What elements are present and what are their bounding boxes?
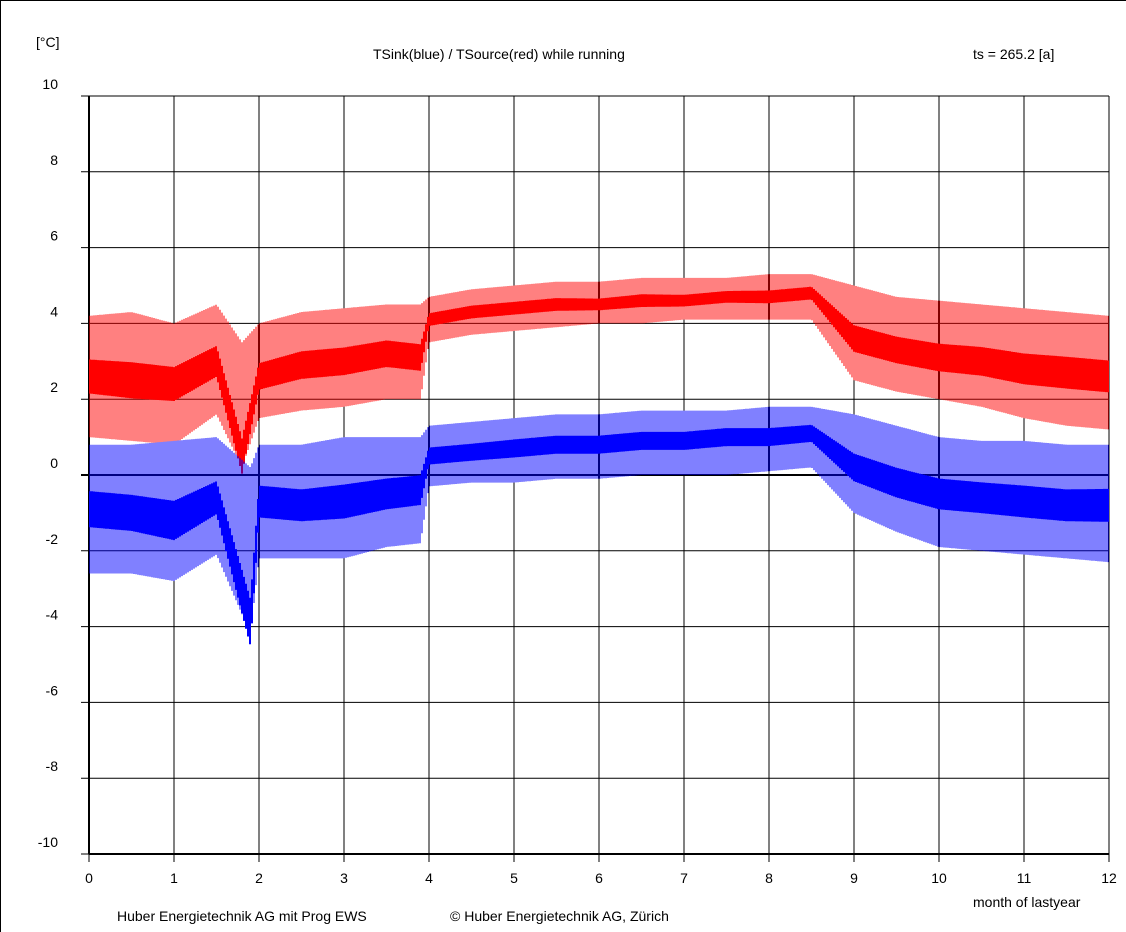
x-tick-label: 6 (595, 870, 603, 886)
y-tick-label: -6 (46, 682, 59, 698)
axis-layer (88, 853, 1110, 862)
series-tsink (89, 406, 1109, 645)
y-tick-label: 4 (50, 303, 58, 319)
y-tick-label: -10 (38, 834, 58, 850)
chart-title: TSink(blue) / TSource(red) while running (373, 46, 625, 62)
y-tick-label: 8 (50, 152, 58, 168)
x-axis-label: month of lastyear (973, 894, 1081, 910)
timestep-label: ts = 265.2 [a] (973, 46, 1055, 62)
series-tsource (89, 274, 1109, 474)
y-tick-label: 6 (50, 228, 58, 244)
x-tick-label: 9 (850, 870, 858, 886)
y-unit-label: [°C] (36, 34, 60, 50)
x-tick-label: 1 (170, 870, 178, 886)
series-layer (89, 274, 1109, 645)
x-tick-label: 4 (425, 870, 433, 886)
credit-left: Huber Energietechnik AG mit Prog EWS (117, 908, 367, 924)
y-tick-label: -8 (46, 758, 59, 774)
y-tick-label: 2 (50, 379, 58, 395)
x-tick-label: 2 (255, 870, 263, 886)
y-tick-label: -2 (46, 531, 59, 547)
x-tick-label: 7 (680, 870, 688, 886)
x-tick-label: 10 (931, 870, 947, 886)
series-core (89, 286, 1109, 474)
y-tick-label: 0 (50, 455, 58, 471)
credit-right: © Huber Energietechnik AG, Zürich (450, 908, 669, 924)
y-tick-label: -4 (46, 607, 59, 623)
x-tick-label: 11 (1017, 870, 1032, 886)
x-tick-label: 8 (765, 870, 773, 886)
x-tick-label: 12 (1101, 870, 1117, 886)
series-core (89, 424, 1109, 645)
grid-layer (81, 95, 1110, 855)
x-tick-label: 5 (510, 870, 518, 886)
y-tick-label: 10 (42, 76, 58, 92)
x-tick-label: 0 (85, 870, 93, 886)
x-tick-label: 3 (340, 870, 348, 886)
